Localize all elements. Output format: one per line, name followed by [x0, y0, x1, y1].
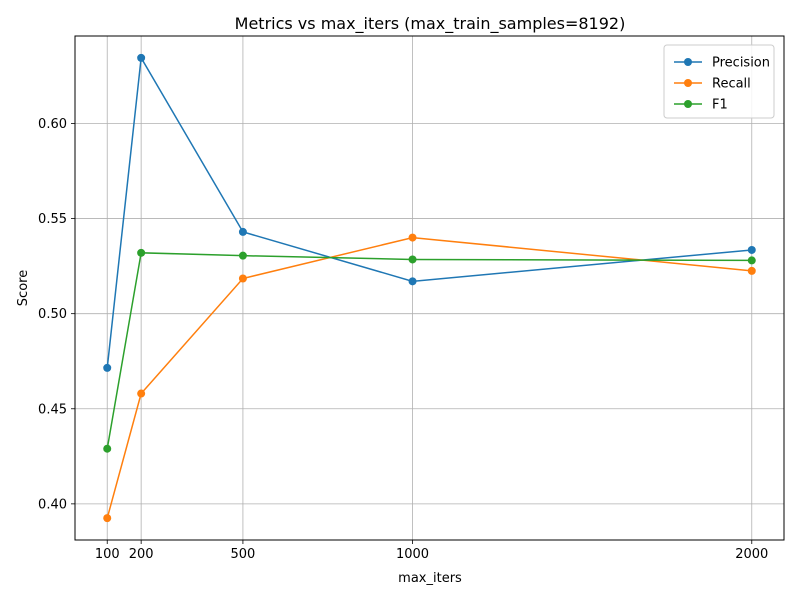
- series-f1: [103, 248, 756, 453]
- y-axis-ticks: 0.40 0.45 0.50 0.55 0.60: [38, 117, 75, 512]
- plot-frame: [74, 35, 785, 541]
- y-tick-label: 0.55: [38, 212, 67, 227]
- legend-recall-label: Recall: [712, 77, 751, 92]
- recall-point: [137, 389, 146, 398]
- precision-point: [238, 227, 247, 236]
- f1-point: [747, 256, 756, 265]
- precision-point: [408, 277, 417, 286]
- f1-point: [103, 444, 112, 453]
- legend-f1-marker: [684, 100, 692, 108]
- x-tick-label: 200: [129, 547, 154, 562]
- precision-point: [747, 245, 756, 254]
- recall-point: [747, 266, 756, 275]
- y-tick-label: 0.45: [38, 402, 67, 417]
- y-tick-label: 0.60: [38, 117, 67, 132]
- y-axis-label: Score: [16, 270, 31, 306]
- x-axis-ticks: 100 200 500 1000 2000: [95, 540, 768, 562]
- legend-recall-marker: [684, 79, 692, 87]
- series-precision: [103, 53, 756, 372]
- x-axis-label: max_iters: [398, 571, 462, 586]
- precision-point: [137, 53, 146, 62]
- legend-precision-label: Precision: [712, 56, 770, 71]
- f1-point: [238, 251, 247, 260]
- legend-precision-marker: [684, 58, 692, 66]
- series-lines: [103, 53, 756, 523]
- series-recall: [103, 233, 756, 523]
- recall-point: [238, 274, 247, 283]
- y-tick-label: 0.50: [38, 307, 67, 322]
- legend: Precision Recall F1: [663, 44, 775, 119]
- legend-f1-label: F1: [712, 98, 728, 113]
- x-tick-label: 100: [95, 547, 120, 562]
- x-tick-label: 500: [231, 547, 256, 562]
- recall-point: [408, 233, 417, 242]
- y-tick-label: 0.40: [38, 497, 67, 512]
- f1-point: [408, 255, 417, 264]
- recall-point: [103, 514, 112, 523]
- grid-lines: [75, 36, 784, 540]
- chart-title: Metrics vs max_iters (max_train_samples=…: [235, 14, 626, 34]
- precision-point: [103, 363, 112, 372]
- x-tick-label: 2000: [735, 547, 768, 562]
- x-tick-label: 1000: [396, 547, 429, 562]
- f1-point: [137, 248, 146, 257]
